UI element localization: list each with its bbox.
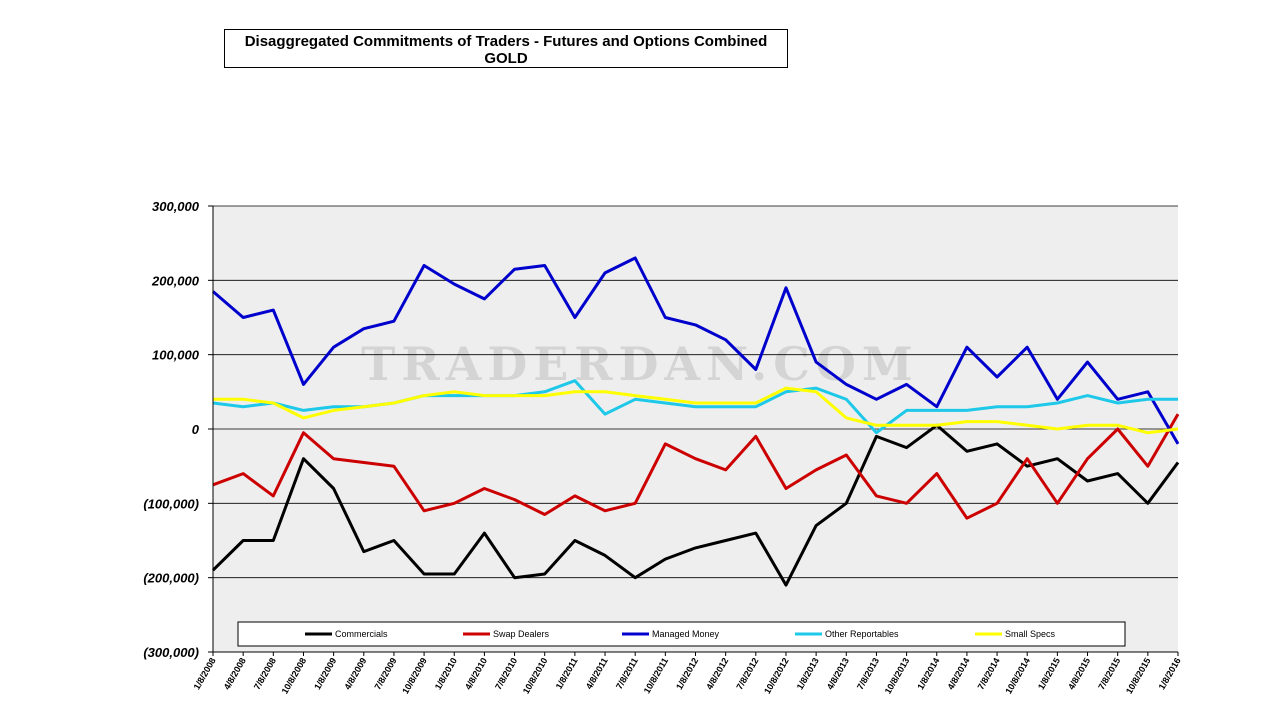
series-line-swap-dealers xyxy=(212,413,1180,520)
watermark: TRADERDAN.COM xyxy=(361,337,919,391)
x-tick-label: 10/8/2011 xyxy=(642,656,670,695)
chart-subtitle: GOLD xyxy=(484,50,528,67)
y-tick-label: (100,000) xyxy=(143,496,199,511)
x-tick-label: 7/8/2015 xyxy=(1096,656,1122,691)
series-line-managed-money xyxy=(212,256,1180,445)
x-tick-label: 4/8/2012 xyxy=(704,656,730,691)
y-tick-label: 100,000 xyxy=(152,348,200,363)
series-line-small-specs xyxy=(213,386,1179,435)
x-tick-label: 7/8/2013 xyxy=(855,656,881,691)
series-line-commercials xyxy=(211,423,1180,587)
x-tick-label: 10/8/2015 xyxy=(1124,656,1153,696)
x-tick-label: 7/8/2011 xyxy=(614,656,640,691)
x-axis-ticks: 1/8/2008 4/8/2008 7/8/2008 10/8/2008 1/8/200… xyxy=(192,652,1183,696)
x-tick-label: 7/8/2010 xyxy=(493,656,519,691)
x-tick-label: 1/8/2009 xyxy=(312,656,338,691)
y-tick-label: 0 xyxy=(192,422,200,437)
x-tick-label: 1/8/2010 xyxy=(433,656,459,691)
x-tick-label: 1/8/2013 xyxy=(795,656,821,691)
y-axis-ticks: 300,000 200,000 100,000 0 (100,000) (200,000)… xyxy=(143,199,213,660)
legend-label: Other Reportables xyxy=(825,629,899,639)
x-tick-label: 10/8/2009 xyxy=(400,656,429,696)
x-tick-label: 1/8/2016 xyxy=(1157,656,1183,691)
legend-label: Swap Dealers xyxy=(493,629,550,639)
x-tick-label: 4/8/2009 xyxy=(342,656,368,691)
x-tick-label: 7/8/2009 xyxy=(372,656,398,691)
x-tick-label: 4/8/2011 xyxy=(584,656,610,691)
legend-label: Managed Money xyxy=(652,629,720,639)
x-tick-label: 10/8/2010 xyxy=(521,656,550,696)
chart-title: Disaggregated Commitments of Traders - F… xyxy=(244,33,768,50)
x-tick-label: 4/8/2014 xyxy=(945,656,971,691)
legend: Commercials Swap Dealers Managed Money Othe… xyxy=(237,621,1126,647)
x-tick-label: 10/8/2012 xyxy=(762,656,791,696)
legend-label: Commercials xyxy=(335,629,388,639)
x-tick-label: 4/8/2008 xyxy=(222,656,248,691)
y-tick-label: 200,000 xyxy=(151,273,200,288)
x-tick-label: 1/8/2012 xyxy=(674,656,700,691)
x-tick-label: 10/8/2013 xyxy=(883,656,912,696)
chart-title-box: Disaggregated Commitments of Traders - F… xyxy=(224,29,788,68)
x-tick-label: 4/8/2015 xyxy=(1066,656,1092,691)
x-tick-label: 7/8/2012 xyxy=(734,656,760,691)
x-tick-label: 1/8/2011 xyxy=(554,656,580,691)
x-tick-label: 7/8/2008 xyxy=(252,656,278,691)
x-tick-label: 1/8/2014 xyxy=(915,656,941,691)
legend-label: Small Specs xyxy=(1005,629,1056,639)
x-tick-label: 4/8/2010 xyxy=(463,656,489,691)
y-tick-label: (300,000) xyxy=(143,645,199,660)
x-tick-label: 4/8/2013 xyxy=(825,656,851,691)
x-tick-label: 7/8/2014 xyxy=(976,656,1002,691)
series-lines xyxy=(211,256,1180,587)
x-tick-label: 1/8/2008 xyxy=(192,656,218,691)
x-tick-label: 1/8/2015 xyxy=(1036,656,1062,691)
y-tick-label: 300,000 xyxy=(152,199,200,214)
y-tick-label: (200,000) xyxy=(143,571,199,586)
x-tick-label: 10/8/2008 xyxy=(280,656,309,696)
x-tick-label: 10/8/2014 xyxy=(1003,656,1032,696)
